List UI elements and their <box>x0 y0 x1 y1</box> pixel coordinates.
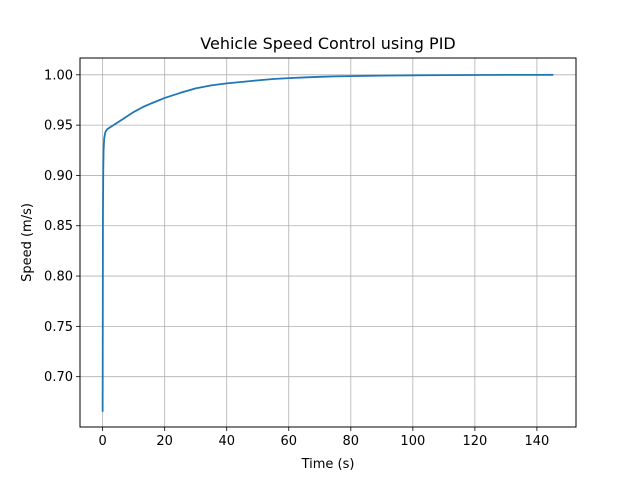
y-tick-label: 0.75 <box>44 320 73 335</box>
y-tick-label: 1.00 <box>44 68 73 83</box>
speed-series-line <box>101 73 554 412</box>
tick-layer: 0 20 40 60 80 100 120 140 0.70 0.75 0.80 0.85 0.90 0.… <box>44 68 549 449</box>
x-tick-label: 80 <box>343 434 360 449</box>
x-tick-label: 140 <box>525 434 550 449</box>
x-tick-label: 100 <box>400 434 425 449</box>
x-tick-label: 120 <box>462 434 487 449</box>
line-layer <box>101 73 554 412</box>
x-tick-label: 20 <box>156 434 173 449</box>
grid-layer <box>80 58 576 427</box>
plot-frame <box>79 57 577 428</box>
x-tick-label: 40 <box>218 434 235 449</box>
y-tick-label: 0.85 <box>44 219 73 234</box>
y-axis-label: Speed (m/s) <box>20 203 35 282</box>
y-tick-label: 0.80 <box>44 270 73 285</box>
y-tick-label: 0.70 <box>44 370 73 385</box>
x-tick-label: 0 <box>99 434 107 449</box>
y-tick-label: 0.90 <box>44 169 73 184</box>
chart-title: Vehicle Speed Control using PID <box>200 34 455 53</box>
x-axis-label: Time (s) <box>301 457 355 472</box>
y-tick-label: 0.95 <box>44 119 73 134</box>
x-tick-label: 60 <box>280 434 297 449</box>
